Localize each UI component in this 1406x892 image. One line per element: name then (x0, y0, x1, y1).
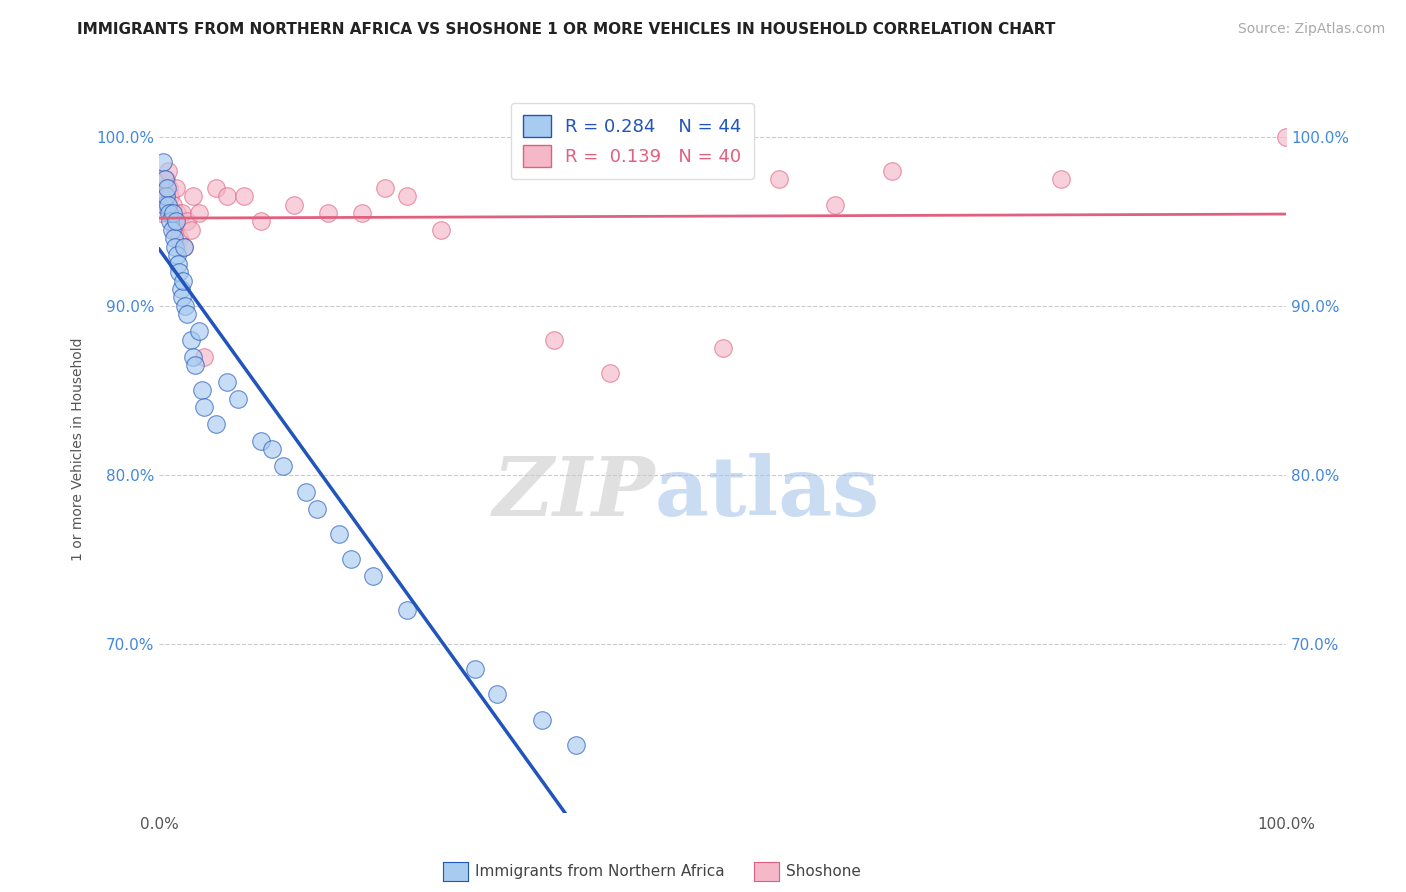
Point (166, 248, 188, 262)
Point (169, 265, 191, 279)
Legend: R = 0.284    N = 44, R =  0.139   N = 40: R = 0.284 N = 44, R = 0.139 N = 40 (510, 103, 754, 179)
Point (165, 180, 187, 194)
Point (172, 274, 194, 288)
Point (249, 214, 271, 228)
Point (294, 484, 316, 499)
Point (152, 155, 174, 169)
Point (169, 282, 191, 296)
Point (1275, 130, 1298, 145)
Point (430, 223, 453, 237)
Point (176, 214, 198, 228)
Text: Source: ZipAtlas.com: Source: ZipAtlas.com (1237, 22, 1385, 37)
Point (156, 180, 179, 194)
Point (193, 350, 215, 364)
Point (339, 552, 361, 566)
Point (1049, 172, 1071, 186)
Point (271, 459, 294, 474)
Point (163, 223, 186, 237)
Point (162, 206, 184, 220)
Point (157, 206, 180, 220)
Point (153, 172, 176, 186)
Point (163, 231, 186, 245)
Point (204, 417, 226, 431)
Point (374, 180, 396, 194)
Point (157, 180, 180, 194)
Point (187, 206, 209, 220)
Point (316, 206, 339, 220)
Point (155, 189, 177, 203)
Y-axis label: 1 or more Vehicles in Household: 1 or more Vehicles in Household (72, 338, 86, 561)
Point (152, 180, 174, 194)
Point (191, 384, 214, 398)
Point (215, 189, 238, 203)
Text: IMMIGRANTS FROM NORTHERN AFRICA VS SHOSHONE 1 OR MORE VEHICLES IN HOUSEHOLD CORR: IMMIGRANTS FROM NORTHERN AFRICA VS SHOSH… (77, 22, 1056, 37)
Point (169, 231, 191, 245)
Point (260, 442, 283, 457)
Point (328, 527, 350, 541)
Point (160, 206, 183, 220)
Point (156, 197, 179, 211)
Point (204, 180, 226, 194)
Point (464, 662, 486, 676)
Point (486, 687, 509, 701)
Point (165, 214, 187, 228)
Point (180, 333, 202, 347)
Point (153, 189, 176, 203)
Point (160, 223, 183, 237)
Point (170, 206, 193, 220)
Point (181, 350, 204, 364)
Point (170, 290, 193, 304)
Point (176, 307, 198, 321)
Point (880, 163, 903, 178)
Point (173, 240, 195, 254)
Point (159, 214, 181, 228)
Point (215, 375, 238, 389)
Point (193, 401, 215, 415)
Point (565, 738, 588, 752)
Point (157, 163, 180, 178)
Point (173, 240, 195, 254)
Point (181, 189, 204, 203)
Point (396, 603, 419, 617)
Point (226, 392, 249, 406)
Point (159, 189, 181, 203)
Point (396, 189, 419, 203)
Point (163, 214, 186, 228)
Point (163, 240, 186, 254)
Point (150, 206, 173, 220)
Point (768, 172, 790, 186)
Text: Immigrants from Northern Africa: Immigrants from Northern Africa (475, 864, 725, 879)
Point (305, 501, 328, 516)
Text: ZIP: ZIP (492, 453, 655, 533)
Point (711, 341, 734, 355)
Point (174, 299, 197, 313)
Point (152, 197, 174, 211)
Point (531, 713, 554, 727)
Point (249, 434, 271, 448)
Point (166, 206, 188, 220)
Point (350, 206, 373, 220)
Point (184, 358, 207, 372)
Point (824, 197, 846, 211)
Point (543, 333, 565, 347)
Point (167, 257, 190, 271)
Point (232, 189, 254, 203)
Point (180, 223, 202, 237)
Text: atlas: atlas (655, 453, 880, 533)
Text: Shoshone: Shoshone (786, 864, 860, 879)
Point (599, 367, 621, 381)
Point (155, 172, 177, 186)
Point (363, 569, 385, 583)
Point (157, 197, 180, 211)
Point (283, 197, 305, 211)
Point (162, 197, 184, 211)
Point (187, 324, 209, 338)
